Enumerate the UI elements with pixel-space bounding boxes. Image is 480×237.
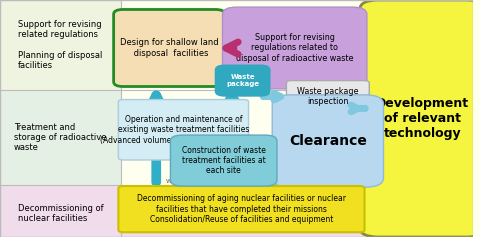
Bar: [121, 0, 376, 90]
Text: Development
of relevant
technology: Development of relevant technology: [376, 97, 469, 140]
FancyBboxPatch shape: [287, 81, 369, 113]
Bar: [121, 185, 376, 237]
Bar: [0, 90, 121, 185]
Bar: [121, 90, 376, 185]
FancyBboxPatch shape: [170, 135, 277, 186]
Text: Design for shallow land
 disposal  facilities: Design for shallow land disposal facilit…: [120, 38, 218, 58]
FancyBboxPatch shape: [119, 186, 364, 232]
FancyBboxPatch shape: [119, 100, 249, 160]
Text: Operation and maintenance of
existing waste treatment facilities
(Advanced volum: Operation and maintenance of existing wa…: [100, 115, 267, 145]
Text: Waste
package: Waste package: [226, 74, 259, 87]
Text: Waste package
inspection: Waste package inspection: [297, 87, 359, 106]
FancyBboxPatch shape: [272, 95, 384, 187]
Text: Treatment and
storage of radioactive
waste: Treatment and storage of radioactive was…: [14, 123, 107, 152]
Text: Support for revising
related regulations

Planning of disposal
facilities: Support for revising related regulations…: [18, 20, 103, 70]
Text: Support for revising
regulations related to
disposal of radioactive waste: Support for revising regulations related…: [236, 33, 353, 63]
Bar: [121, 185, 376, 237]
Text: Construction of waste
treatment facilities at
each site: Construction of waste treatment faciliti…: [182, 146, 265, 175]
Bar: [0, 0, 121, 90]
FancyBboxPatch shape: [360, 0, 480, 237]
Text: Clearance: Clearance: [289, 134, 367, 148]
FancyBboxPatch shape: [223, 7, 367, 89]
Text: Decommissioning of aging nuclear facilities or nuclear
facilities that have comp: Decommissioning of aging nuclear facilit…: [137, 194, 346, 224]
Text: Waste from dismantling: Waste from dismantling: [166, 179, 240, 184]
Text: Decommissioning of
nuclear facilities: Decommissioning of nuclear facilities: [18, 204, 103, 223]
FancyBboxPatch shape: [216, 65, 270, 96]
Bar: [0, 185, 121, 237]
FancyBboxPatch shape: [114, 9, 225, 87]
